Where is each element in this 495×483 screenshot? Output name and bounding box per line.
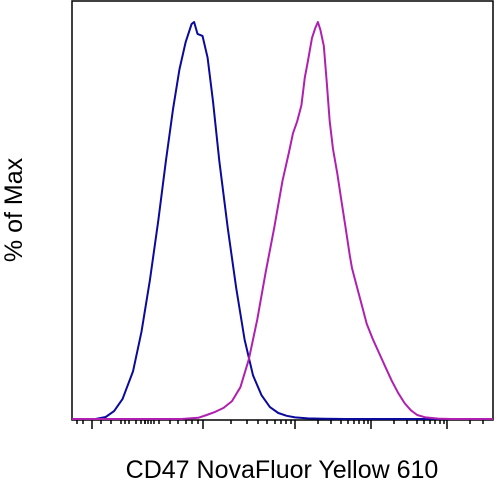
x-axis-title: CD47 NovaFluor Yellow 610	[126, 456, 439, 483]
series-layer	[72, 21, 493, 420]
series-line-1	[95, 21, 493, 420]
series-line-2	[72, 21, 493, 420]
x-axis-ticks	[76, 420, 484, 429]
plot-frame	[71, 0, 494, 421]
y-axis-title: % of Max	[0, 157, 28, 262]
